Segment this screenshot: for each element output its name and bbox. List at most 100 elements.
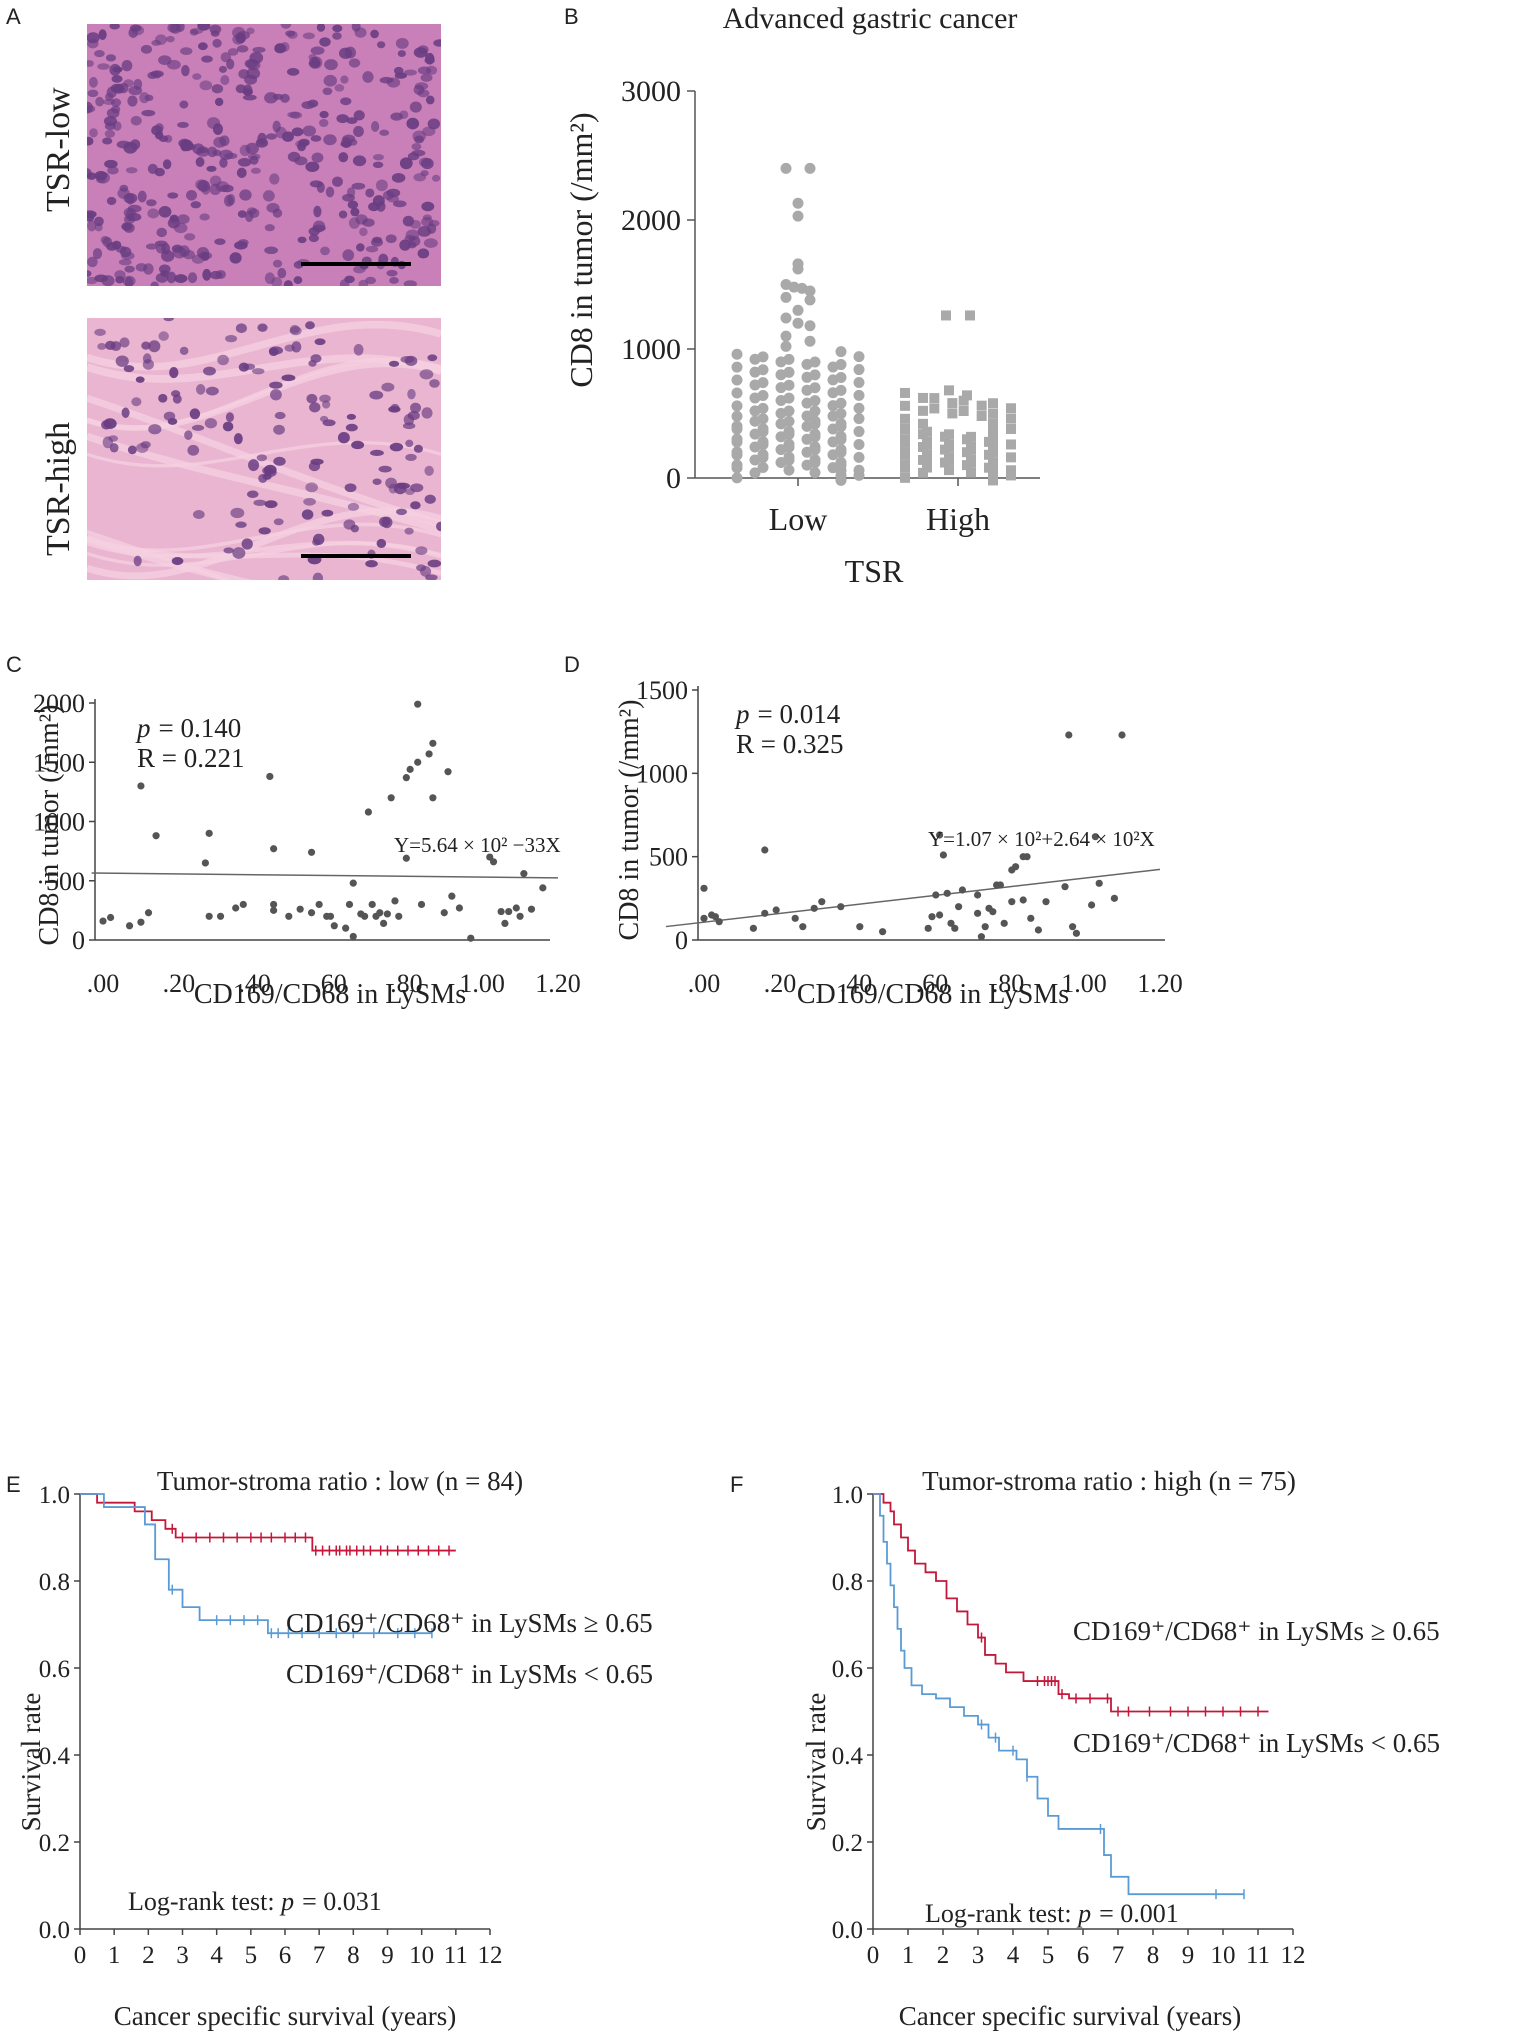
scatter-point [266,772,274,781]
scatter-point [932,891,940,899]
cell-nucleus [250,167,261,174]
y-tick-label: 1000 [621,333,681,366]
cell-nucleus [154,167,165,177]
scatter-point [1118,731,1126,739]
cell-nucleus [94,328,106,336]
x-tick-label: 5 [1042,1942,1055,1969]
cell-nucleus [244,74,258,85]
cell-nucleus [388,405,401,413]
cell-nucleus [417,45,429,55]
data-point-high [944,465,954,476]
cell-nucleus [284,344,295,352]
data-point-low [809,431,821,443]
cell-nucleus [189,408,201,420]
data-point-low [780,162,792,174]
scatter-point [837,903,845,911]
histology-image-tsr-low [87,24,441,286]
x-tick-label: .20 [163,969,196,998]
cell-nucleus [87,60,94,67]
cell-nucleus [160,250,175,262]
scatter-point [205,912,213,920]
data-point-high [966,467,976,478]
cell-nucleus [219,157,228,168]
cell-nucleus [262,466,273,475]
cell-nucleus [111,75,123,83]
cell-nucleus [408,236,421,247]
data-point-low [809,382,821,394]
scatter-point [270,906,278,914]
cell-nucleus [422,214,432,221]
cell-nucleus [340,141,352,148]
x-tick-label: 0 [867,1942,880,1969]
data-point-low [783,428,795,440]
y-tick-label: 1500 [33,748,85,777]
cell-nucleus [404,355,418,366]
chart-c-ylabel: CD8 in tumor (/mm²) [34,705,65,946]
cell-nucleus [319,394,331,403]
km-curve-high [873,1493,1269,1713]
x-tick-label: .20 [764,969,797,998]
scatter-point [947,919,955,927]
cell-nucleus [410,501,421,510]
y-tick-label: 0.2 [832,1830,863,1857]
scatter-point [307,848,316,856]
scatter-point [414,700,422,708]
cell-nucleus [246,490,259,498]
cell-nucleus [402,215,415,227]
cell-nucleus [158,331,169,341]
cell-nucleus [140,44,153,54]
cell-nucleus [209,175,222,187]
cell-nucleus [202,268,212,281]
cell-nucleus [297,236,307,244]
y-tick-label: 500 [46,867,85,896]
cell-nucleus [414,82,429,90]
cell-nucleus [319,415,329,423]
km-curve-low [80,1493,432,1635]
cell-nucleus [255,138,269,148]
x-tick-label: 1.00 [459,969,505,998]
cell-nucleus [431,174,441,182]
cell-nucleus [131,397,142,407]
data-point-low [809,467,821,479]
data-point-low [804,320,816,332]
x-tick-label: 1 [108,1942,121,1969]
data-point-low [804,285,816,297]
cell-nucleus [248,459,260,472]
chart-d-p-value: p = 0.014 [734,699,841,729]
cell-nucleus [308,234,319,243]
chart-d-r-value: R = 0.325 [736,729,844,759]
cell-nucleus [375,179,388,192]
cell-nucleus [181,65,190,77]
chart-f-logrank-prefix: Log-rank test: [925,1899,1078,1928]
cell-nucleus [230,507,245,519]
cell-nucleus [402,422,416,430]
chart-e-xlabel: Cancer specific survival (years) [114,2001,457,2031]
cell-nucleus [312,220,326,233]
cell-nucleus [420,73,433,82]
cell-nucleus [347,502,360,511]
scatter-point [715,918,723,926]
data-point-low [757,439,769,451]
cell-nucleus [353,265,366,274]
cell-nucleus [350,207,360,217]
cell-nucleus [413,444,423,453]
cell-nucleus [239,189,252,201]
scatter-point [1061,883,1069,891]
cell-nucleus [222,421,234,432]
cell-nucleus [316,24,326,32]
cell-nucleus [350,524,359,533]
cell-nucleus [101,275,115,286]
x-tick-label: 1.20 [535,969,581,998]
x-tick-label: 11 [1246,1942,1270,1969]
cell-nucleus [156,227,168,238]
scatter-point [137,918,145,926]
cell-nucleus [305,161,320,172]
scatter-point [307,909,316,917]
cell-nucleus [320,246,330,256]
cell-nucleus [310,46,325,55]
x-tick-label: 4 [1007,1942,1020,1969]
cell-nucleus [365,276,377,285]
scatter-point [429,739,437,747]
scatter-point [387,794,395,802]
cell-nucleus [312,572,324,580]
